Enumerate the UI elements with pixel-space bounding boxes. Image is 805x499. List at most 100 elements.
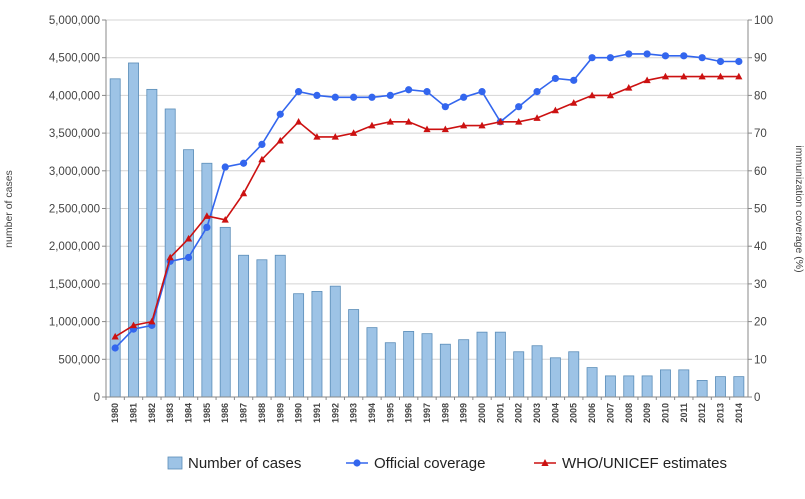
data-point [606,54,615,62]
right-tick-label: 90 [754,53,767,65]
bar [678,369,690,398]
data-point [350,93,358,101]
bar [128,62,139,398]
data-point [735,57,743,66]
legend-marker [353,459,361,467]
left-tick-label: 2,500,000 [49,204,100,216]
left-tick-label: 3,000,000 [49,166,100,178]
right-tick-label: 10 [754,354,767,366]
x-tick-label: 2002 [514,403,524,423]
x-tick-label: 1987 [239,403,249,423]
bar [494,331,506,398]
x-tick-label: 1990 [294,403,304,423]
data-point [276,136,284,144]
bar [366,327,378,398]
legend-marker [541,459,549,466]
data-point [184,234,193,242]
data-point [166,253,174,261]
x-tick-label: 1980 [110,403,120,423]
x-tick-label: 1996 [404,403,414,423]
bar [348,309,360,398]
bar [604,375,616,398]
data-point [441,125,449,133]
x-tick-label: 2011 [679,403,689,423]
x-tick-label: 1984 [184,403,194,423]
data-point [423,88,431,96]
bar [421,333,433,398]
data-point [258,155,266,163]
data-point [698,72,706,80]
right-tick-label: 30 [754,279,767,291]
x-tick-label: 1985 [202,403,212,423]
bar [219,226,231,398]
x-tick-label: 2001 [495,403,505,423]
axes: 0 0 500,000 10 1,000,000 20 1,500,000 30 2,000,0… [49,15,773,423]
bar [146,88,158,398]
data-point [515,103,523,111]
data-point [533,114,541,121]
data-point [570,76,578,84]
data-point [515,117,523,125]
left-tick-label: 3,500,000 [49,128,100,140]
x-tick-label: 2009 [642,403,652,423]
data-point [478,121,486,129]
data-point [716,57,725,66]
x-tick-label: 1981 [129,403,139,423]
bar [513,351,525,398]
data-point [716,72,725,80]
data-point [129,321,138,329]
data-point [111,344,119,352]
legend: Number of cases Official coverage WHO/UNIC… [167,455,727,472]
data-point [551,74,560,83]
x-tick-label: 2013 [715,403,725,423]
data-point [386,117,394,125]
data-point [221,216,229,223]
bars-number-of-cases [109,62,745,398]
data-point [331,133,339,140]
bar [256,259,268,398]
coverage-lines [111,50,743,352]
bar [586,367,598,398]
data-point [295,117,303,125]
x-tick-label: 1998 [440,403,450,423]
x-tick-label: 2008 [624,403,634,423]
x-tick-label: 2004 [550,403,560,423]
left-tick-label: 1,000,000 [49,317,100,329]
x-tick-label: 1982 [147,403,157,423]
data-point [276,110,284,118]
bar [696,380,708,398]
bar [623,375,635,398]
data-point [680,72,688,80]
x-tick-label: 2012 [697,403,707,423]
data-point [368,93,376,101]
x-tick-label: 1989 [275,403,285,423]
data-point [551,106,559,114]
bar [201,162,213,398]
data-point [203,212,211,219]
data-point [313,91,321,99]
data-point [148,317,156,325]
data-point [350,129,358,136]
data-point [258,140,266,149]
left-tick-label: 5,000,000 [49,15,100,27]
data-point [239,189,248,197]
left-tick-label: 4,000,000 [49,90,100,102]
x-tick-label: 2000 [477,403,487,423]
data-point [735,72,743,80]
bar [476,331,488,398]
data-point [496,117,504,125]
x-tick-label: 2010 [660,403,670,423]
right-tick-label: 60 [754,166,767,178]
x-tick-label: 1994 [367,403,377,423]
data-point [606,91,615,99]
bar [311,291,323,398]
bar [641,375,653,398]
x-tick-label: 1999 [459,403,469,423]
x-tick-label: 1986 [220,403,230,423]
x-tick-label: 2007 [605,403,615,423]
x-tick-label: 1993 [349,403,359,423]
x-tick-label: 2003 [532,403,542,423]
right-tick-label: 40 [754,241,767,253]
